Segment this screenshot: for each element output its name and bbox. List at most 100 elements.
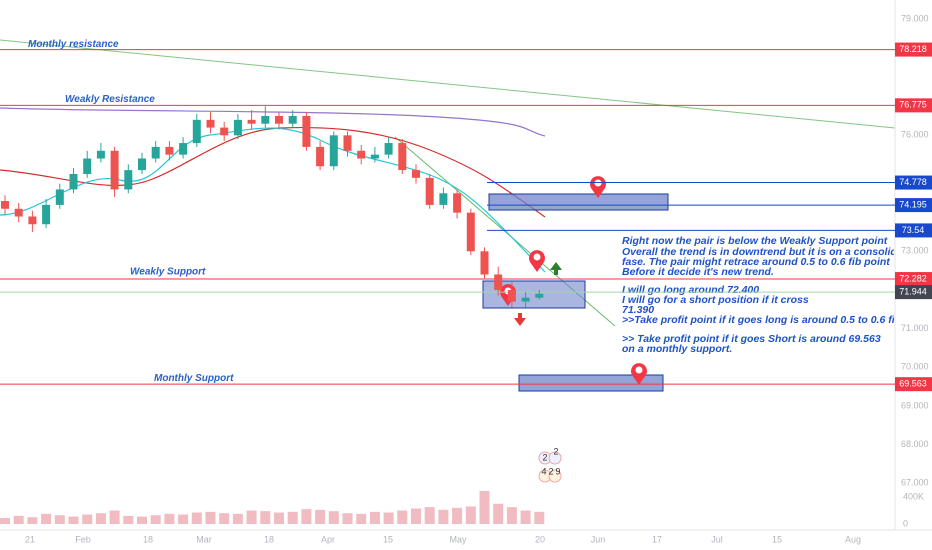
badge-text: 2 — [542, 452, 547, 462]
level-text: Monthly Support — [154, 373, 234, 384]
x-tick-label: 17 — [652, 534, 662, 544]
candle-body — [179, 143, 188, 155]
level-label-bg — [895, 42, 932, 57]
volume-bar — [205, 511, 216, 524]
note-line: Before it decide it's new trend. — [622, 266, 774, 278]
moving-average — [0, 127, 546, 273]
candle-body — [425, 177, 434, 205]
note-line: I will go long around 72.400 — [622, 284, 759, 296]
level-text: Weakly Resistance — [65, 94, 155, 105]
candle-body — [1, 201, 9, 209]
level-label-bg — [895, 377, 932, 392]
pin — [631, 363, 648, 385]
volume-bar — [493, 503, 504, 524]
candle-body — [206, 119, 215, 128]
y-tick-label: 73.000 — [901, 246, 929, 256]
volume-bar — [479, 490, 490, 524]
x-tick-label: Aug — [845, 534, 861, 544]
candle-body — [370, 154, 379, 159]
level-label-bg — [895, 272, 932, 287]
x-tick-label: 20 — [535, 534, 545, 544]
volume-bar — [27, 517, 38, 524]
volume-bar — [95, 513, 106, 524]
x-tick-label: Jul — [711, 534, 723, 544]
level-label: 71.944 — [899, 287, 927, 297]
candle-body — [288, 115, 297, 124]
y-tick-label: 71.000 — [901, 323, 929, 333]
candle-body — [507, 289, 516, 302]
volume-bar — [137, 516, 147, 524]
volume-bar — [13, 515, 24, 524]
candle-body — [83, 158, 92, 174]
level-label: 72.282 — [899, 273, 927, 283]
volume-tick-label: 0 — [903, 518, 908, 528]
volume-bar — [54, 515, 65, 524]
candle-body — [480, 251, 489, 275]
volume-bar — [287, 511, 298, 524]
up-arrow — [550, 262, 562, 275]
candle-body — [521, 297, 530, 302]
note-line: >> Take profit point if it goes Short is… — [622, 333, 881, 345]
volume-bar — [328, 511, 339, 524]
volume-bar — [164, 513, 175, 524]
pin — [529, 250, 545, 272]
level-text: Weakly Support — [130, 267, 206, 278]
volume-bar — [191, 512, 202, 524]
volume-bar — [123, 515, 134, 524]
x-tick-label: Jun — [591, 534, 606, 544]
candle-body — [96, 150, 105, 159]
level-text: Monthly resistance — [28, 39, 119, 50]
volume-bar — [465, 506, 476, 524]
note: Right now the pair is below the Weakly S… — [622, 235, 916, 355]
candle-body — [302, 115, 311, 147]
level-label: 69.563 — [899, 379, 927, 389]
volume-bar — [232, 513, 243, 524]
level-label-bg — [895, 223, 932, 238]
candle-body — [535, 293, 544, 298]
note-line: Overall the trend is in downtrend but it… — [622, 246, 916, 258]
volume-bar — [315, 509, 326, 524]
x-tick-label: 15 — [383, 534, 393, 544]
candle-body — [151, 146, 160, 159]
x-tick-label: 18 — [143, 534, 153, 544]
y-tick-label: 67.000 — [901, 478, 929, 488]
level-label-bg — [895, 285, 932, 300]
note-line: I will go for a short position if it cro… — [622, 294, 809, 306]
candle-body — [124, 170, 133, 190]
candle-body — [55, 189, 64, 205]
volume-bar — [41, 513, 52, 524]
note-line: fase. The pair might retrace around 0.5 … — [622, 256, 890, 268]
volume-bar — [534, 511, 545, 524]
badge-text: 2 — [553, 446, 558, 456]
candle-body — [398, 143, 407, 171]
candle-body — [42, 204, 51, 225]
trend-line — [0, 39, 896, 129]
candle-body — [247, 119, 256, 124]
candle-body — [138, 158, 146, 171]
note-line: Right now the pair is below the Weakly S… — [622, 235, 888, 247]
badge-text: 9 — [555, 466, 560, 476]
candle-body — [453, 193, 462, 213]
volume-bar — [0, 517, 10, 524]
volume-bar — [219, 513, 230, 524]
x-tick-label: Apr — [321, 534, 335, 544]
volume-bar — [383, 512, 394, 524]
candle-body — [494, 274, 503, 290]
candle-body — [439, 193, 448, 205]
candle-body — [316, 146, 325, 167]
moving-average — [0, 107, 546, 137]
level-label-bg — [895, 98, 932, 113]
y-tick-label: 69.000 — [901, 400, 929, 410]
candle-body — [384, 143, 393, 155]
note-line: 71.390 — [622, 304, 654, 316]
candle-body — [357, 150, 366, 159]
candle-body — [110, 150, 119, 190]
down-arrow — [514, 313, 526, 326]
volume-bar — [424, 507, 435, 524]
candle-body — [275, 115, 283, 124]
level-label-bg — [895, 198, 932, 213]
volume-bar — [82, 514, 93, 524]
x-tick-label: May — [449, 534, 467, 544]
